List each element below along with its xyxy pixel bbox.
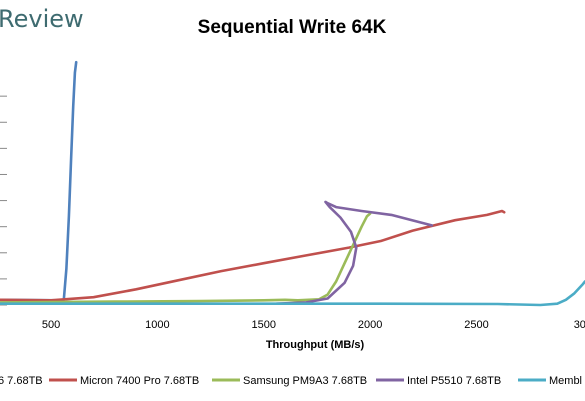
gridlines — [0, 95, 7, 306]
series-line — [0, 60, 78, 302]
legend-label: Samsung PM9A3 7.68TB — [243, 375, 367, 387]
x-tick-label: 500 — [42, 319, 60, 331]
x-axis-title: Throughput (MB/s) — [266, 339, 365, 351]
x-tick-label: 1500 — [252, 319, 276, 331]
series-line — [0, 280, 585, 307]
legend-label: Micron 7400 Pro 7.68TB — [80, 375, 199, 387]
series-line — [0, 212, 372, 304]
legend-item: 6 7.68TB — [0, 375, 43, 387]
x-tick-label: 300 — [574, 319, 585, 331]
x-tick-label: 2000 — [358, 319, 382, 331]
x-tick-label: 1000 — [145, 319, 169, 331]
legend-item: Micron 7400 Pro 7.68TB — [49, 375, 199, 387]
legend-label: 6 7.68TB — [0, 375, 43, 387]
x-tick-label: 2500 — [464, 319, 488, 331]
legend-item: Samsung PM9A3 7.68TB — [212, 375, 367, 387]
legend-label: Membl — [549, 375, 582, 387]
legend: 6 7.68TB Micron 7400 Pro 7.68TB Samsung PM… — [0, 375, 582, 387]
legend-item: Membl — [518, 375, 582, 387]
legend-label: Intel P5510 7.68TB — [407, 375, 501, 387]
series-lines — [0, 60, 585, 307]
brand-logo-text: Review — [0, 5, 84, 33]
x-axis-ticks: 500 1000 1500 2000 2500 300 — [42, 319, 585, 331]
series-line — [0, 209, 506, 302]
chart-title: Sequential Write 64K — [198, 17, 387, 38]
legend-item: Intel P5510 7.68TB — [376, 375, 501, 387]
series-line — [275, 200, 434, 306]
